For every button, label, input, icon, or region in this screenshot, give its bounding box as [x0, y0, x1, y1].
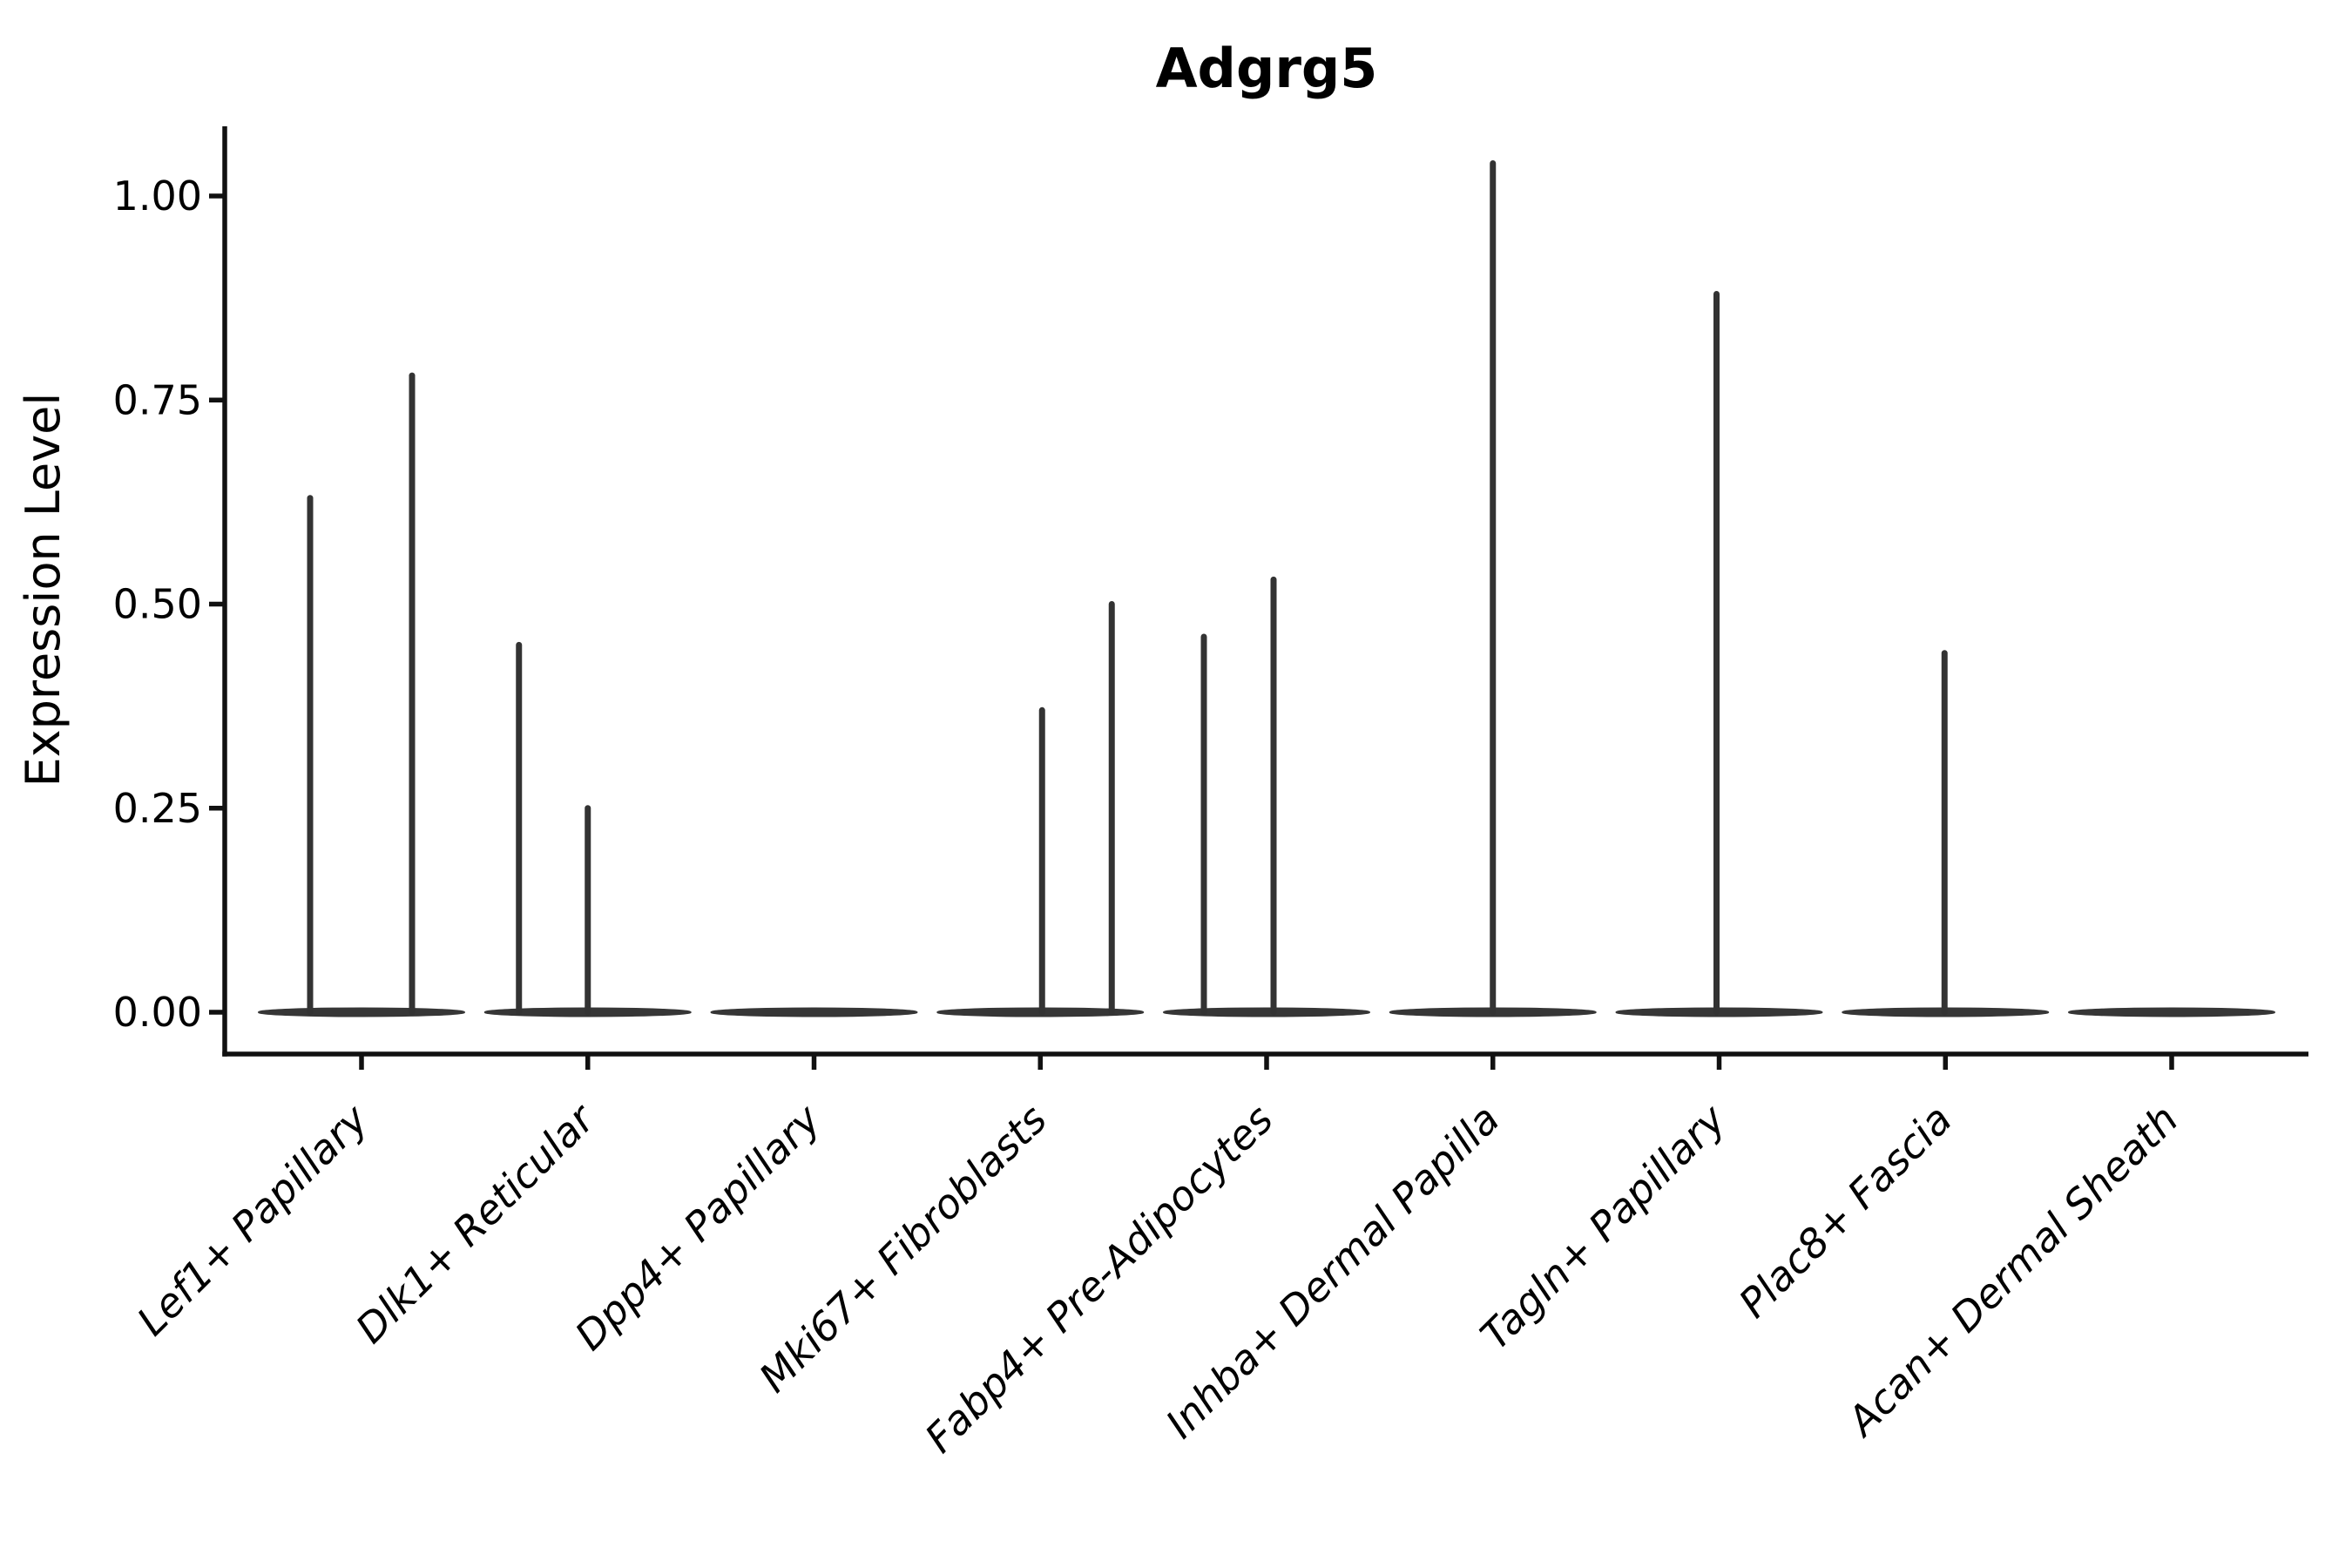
- x-tick-label: Plac8+ Fascia: [1730, 1096, 1961, 1327]
- violin: [936, 601, 1145, 1017]
- ticks-layer: 0.00 0.25 0.50 0.75 1.00 Lef1+ PapillaryDlk1+…: [113, 172, 2187, 1462]
- x-tick-label: Tagln+ Papillary: [1471, 1095, 1735, 1359]
- violin-base: [2068, 1007, 2275, 1017]
- plot-title: Adgrg5: [1156, 37, 1378, 100]
- violin: [1163, 576, 1370, 1017]
- y-tick-label: 0.50: [113, 581, 202, 628]
- violins-layer: [258, 160, 2275, 1017]
- y-axis-label: Expression Level: [16, 393, 71, 787]
- violin: [1842, 650, 2050, 1017]
- x-tick-label: Dpp4+ Papillary: [566, 1095, 830, 1359]
- violin-base: [1163, 1007, 1370, 1017]
- violin: [1615, 290, 1823, 1017]
- violin: [1389, 160, 1597, 1017]
- violin: [2068, 1007, 2275, 1017]
- x-tick-label: Dlk1+ Reticular: [347, 1093, 605, 1352]
- violin: [710, 1007, 918, 1017]
- axes-spines: [222, 126, 2308, 1057]
- y-tick-label: 1.00: [113, 172, 202, 220]
- violin: [483, 641, 692, 1017]
- violin: [258, 372, 465, 1017]
- violin-base: [258, 1007, 465, 1017]
- y-tick-label: 0.25: [113, 785, 202, 832]
- y-tick-label: 0.75: [113, 376, 202, 423]
- violin-base: [710, 1007, 918, 1017]
- x-tick-label: Lef1+ Papillary: [128, 1095, 377, 1344]
- y-tick-label: 0.00: [113, 989, 202, 1036]
